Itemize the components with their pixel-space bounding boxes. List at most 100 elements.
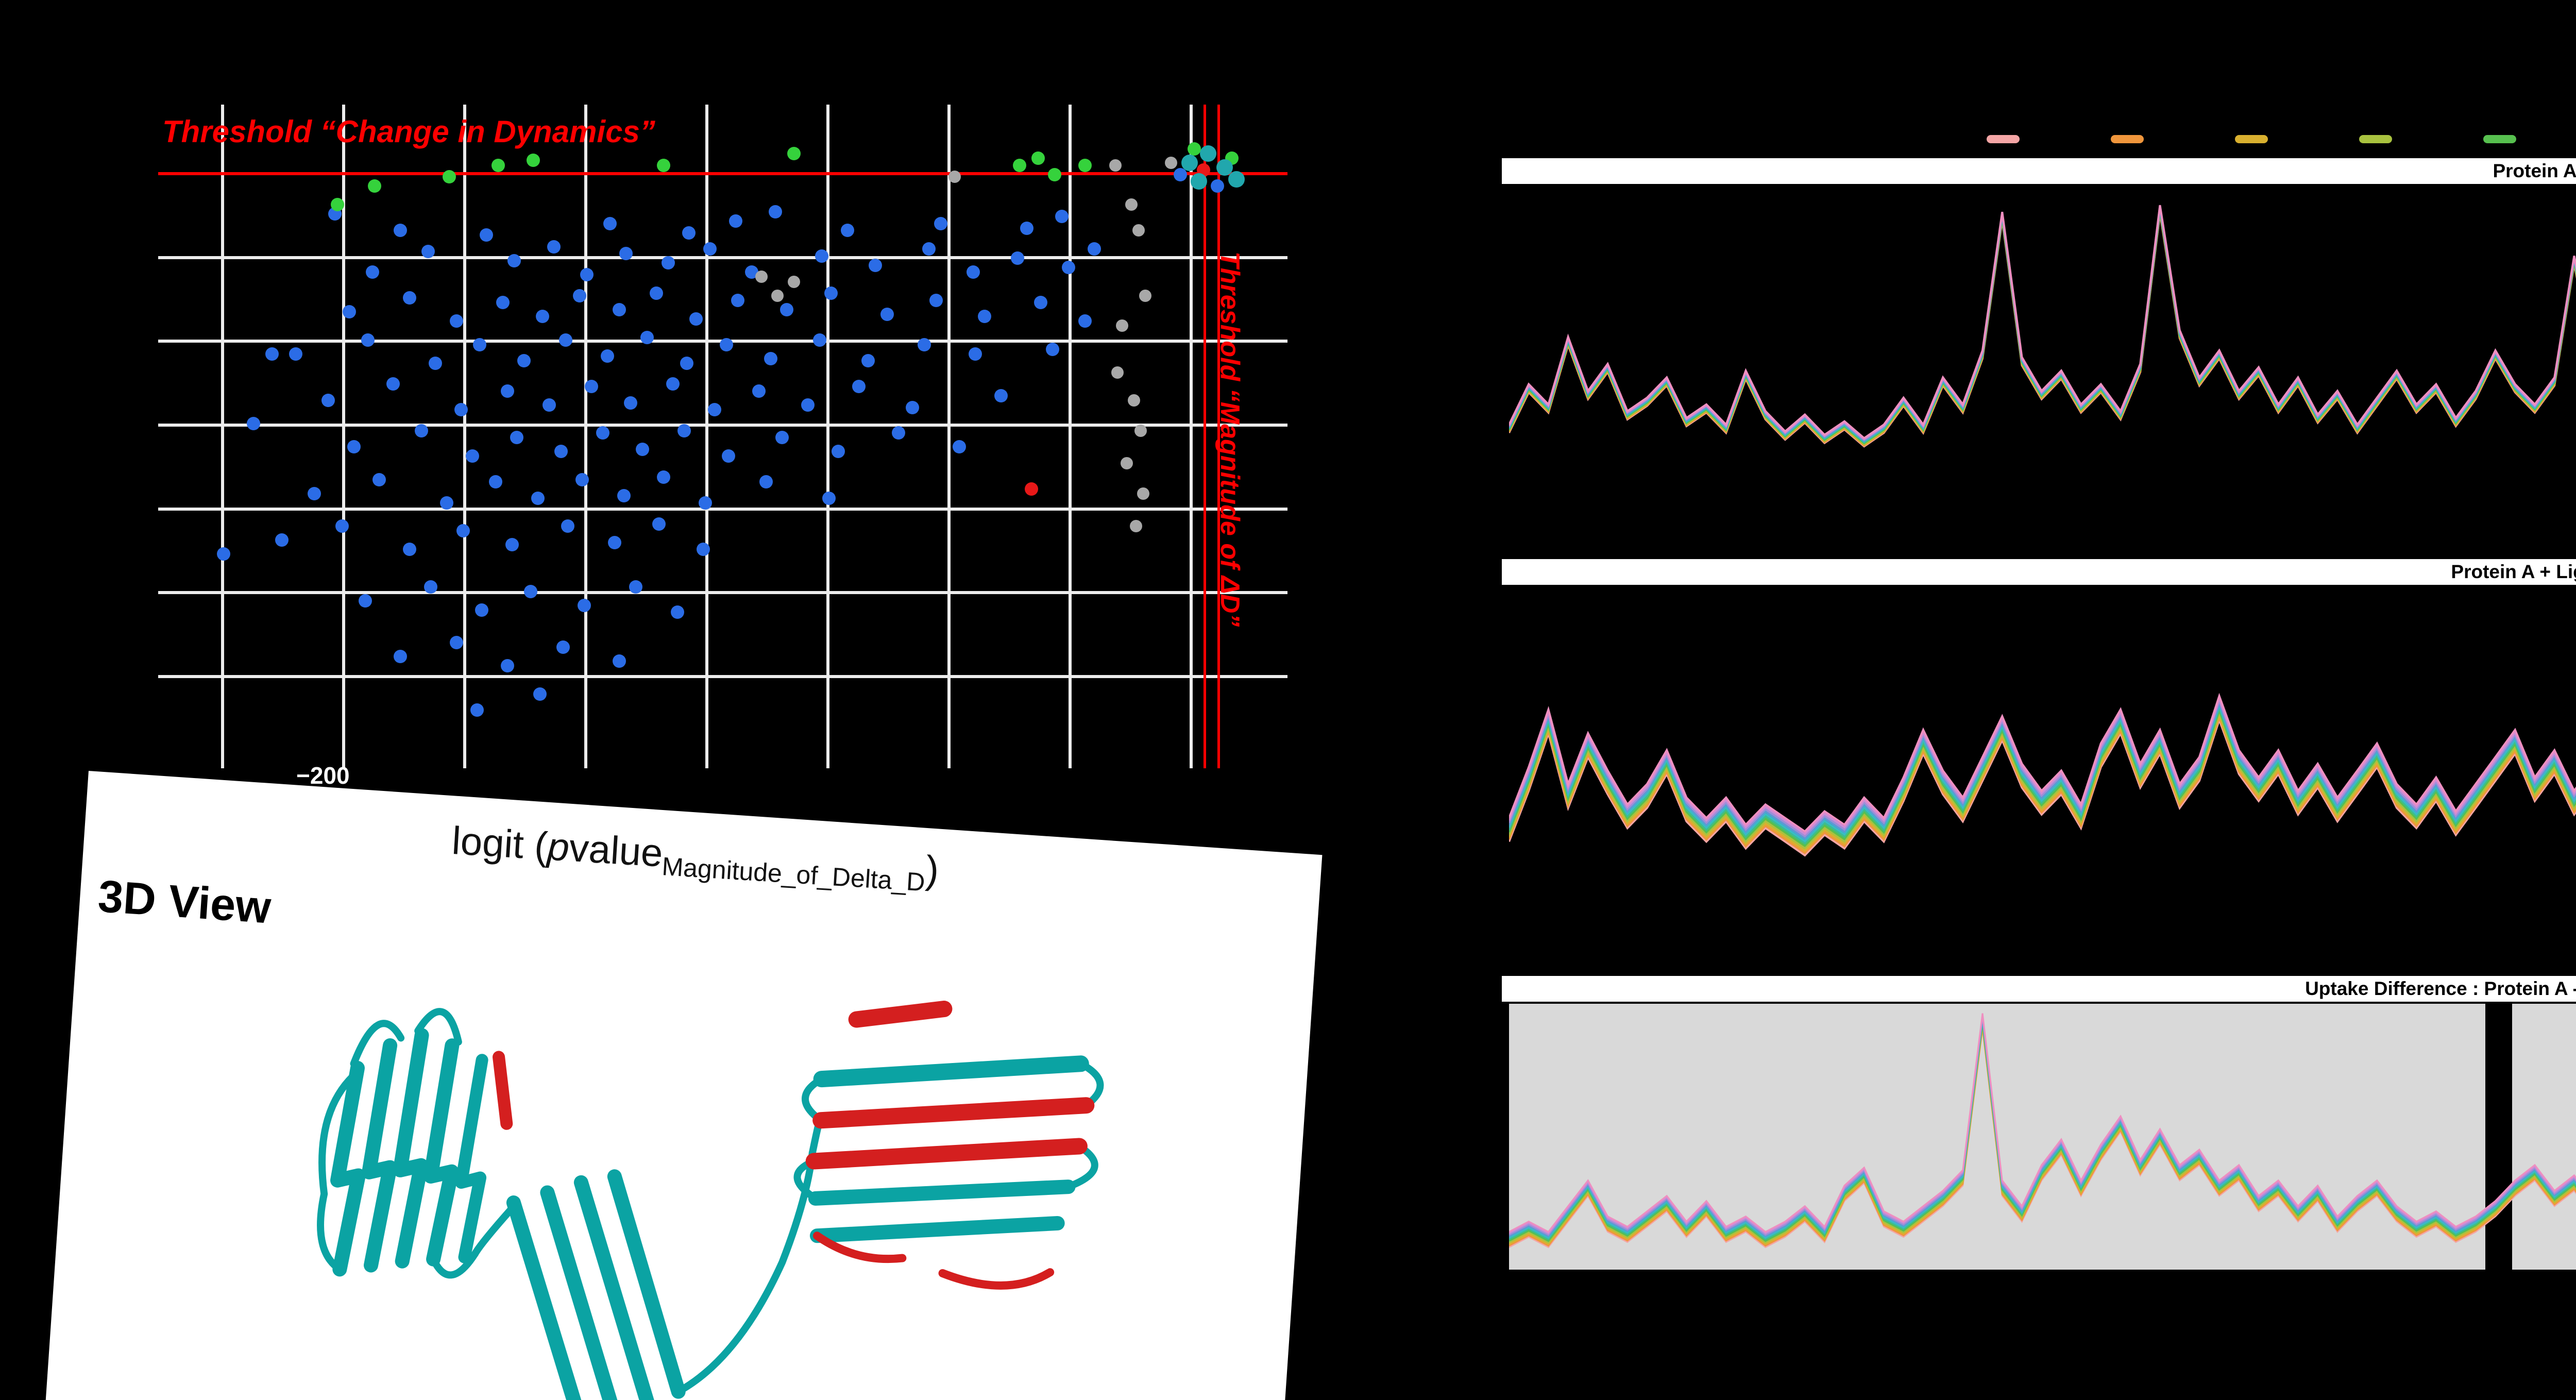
scatter-point-non-significant[interactable] bbox=[824, 286, 838, 300]
scatter-point-non-significant[interactable] bbox=[421, 244, 435, 258]
scatter-point-significant-change[interactable] bbox=[526, 154, 540, 167]
scatter-point-non-significant[interactable] bbox=[636, 442, 650, 456]
scatter-point-significant-change[interactable] bbox=[656, 158, 670, 172]
scatter-point-non-significant[interactable] bbox=[361, 333, 375, 347]
scatter-point-below-magnitude[interactable] bbox=[1132, 224, 1145, 237]
scatter-point-non-significant[interactable] bbox=[578, 598, 591, 612]
scatter-point-non-significant[interactable] bbox=[952, 440, 966, 454]
scatter-point-non-significant[interactable] bbox=[472, 338, 486, 351]
scatter-point-non-significant[interactable] bbox=[423, 580, 437, 594]
scatter-point-non-significant[interactable] bbox=[708, 403, 722, 417]
scatter-point-non-significant[interactable] bbox=[394, 650, 408, 664]
legend-dash[interactable] bbox=[2235, 135, 2268, 143]
scatter-point-below-magnitude[interactable] bbox=[1139, 289, 1152, 302]
scatter-point-cluster-teal[interactable] bbox=[1200, 145, 1217, 162]
scatter-point-significant-change[interactable] bbox=[1031, 151, 1045, 165]
scatter-point-non-significant[interactable] bbox=[624, 396, 638, 410]
scatter-point-non-significant[interactable] bbox=[699, 496, 713, 510]
scatter-point-non-significant[interactable] bbox=[216, 547, 230, 561]
scatter-point-non-significant[interactable] bbox=[1062, 261, 1076, 275]
scatter-point-cluster-teal[interactable] bbox=[1228, 171, 1245, 188]
scatter-point-significant-change[interactable] bbox=[368, 179, 382, 193]
scatter-point-non-significant[interactable] bbox=[929, 293, 943, 307]
scatter-point-non-significant[interactable] bbox=[603, 216, 617, 230]
scatter-point-non-significant[interactable] bbox=[596, 426, 610, 440]
scatter-point-non-significant[interactable] bbox=[517, 354, 531, 368]
scatter-point-non-significant[interactable] bbox=[1020, 221, 1033, 235]
scatter-point-non-significant[interactable] bbox=[607, 535, 621, 549]
scatter-point-non-significant[interactable] bbox=[861, 354, 875, 368]
scatter-point-cluster-teal[interactable] bbox=[1191, 173, 1208, 190]
scatter-point-below-magnitude[interactable] bbox=[787, 275, 800, 288]
scatter-point-non-significant[interactable] bbox=[677, 424, 691, 437]
scatter-point-non-significant[interactable] bbox=[934, 216, 947, 230]
scatter-point-non-significant[interactable] bbox=[510, 431, 524, 445]
scatter-point-below-magnitude[interactable] bbox=[1125, 198, 1138, 211]
scatter-point-non-significant[interactable] bbox=[1010, 251, 1024, 265]
scatter-point-non-significant[interactable] bbox=[689, 312, 703, 326]
scatter-point-non-significant[interactable] bbox=[394, 224, 408, 238]
protein-structure-ribbon[interactable] bbox=[189, 914, 1148, 1400]
scatter-point-non-significant[interactable] bbox=[652, 517, 666, 531]
scatter-point-non-significant[interactable] bbox=[966, 265, 980, 279]
scatter-point-below-magnitude[interactable] bbox=[1130, 520, 1143, 533]
scatter-point-non-significant[interactable] bbox=[1055, 209, 1069, 223]
scatter-point-non-significant[interactable] bbox=[680, 356, 693, 370]
scatter-point-non-significant[interactable] bbox=[558, 333, 572, 347]
scatter-point-non-significant[interactable] bbox=[640, 330, 654, 344]
scatter-point-non-significant[interactable] bbox=[584, 379, 598, 393]
scatter-point-non-significant[interactable] bbox=[543, 398, 556, 412]
legend-dash[interactable] bbox=[1987, 135, 2020, 143]
scatter-point-non-significant[interactable] bbox=[335, 519, 349, 533]
scatter-point-non-significant[interactable] bbox=[922, 242, 936, 256]
scatter-point-non-significant[interactable] bbox=[547, 240, 561, 254]
legend-dash[interactable] bbox=[2111, 135, 2144, 143]
scatter-point-non-significant[interactable] bbox=[731, 293, 745, 307]
scatter-point-non-significant[interactable] bbox=[575, 473, 589, 486]
scatter-point-non-significant[interactable] bbox=[775, 431, 789, 445]
scatter-point-non-significant[interactable] bbox=[403, 543, 417, 556]
scatter-point-non-significant[interactable] bbox=[524, 584, 538, 598]
scatter-point-non-significant[interactable] bbox=[505, 538, 519, 552]
scatter-point-below-magnitude[interactable] bbox=[1111, 366, 1124, 379]
view-3d-panel[interactable]: 3D View bbox=[39, 771, 1323, 1400]
scatter-point-non-significant[interactable] bbox=[1045, 342, 1059, 356]
scatter-point-non-significant[interactable] bbox=[535, 310, 549, 324]
volcano-plot[interactable]: Threshold “Change in Dynamics” Threshold… bbox=[158, 105, 1287, 768]
scatter-point-non-significant[interactable] bbox=[612, 654, 626, 668]
uptake-difference-chart[interactable] bbox=[1509, 1004, 2576, 1270]
scatter-point-non-significant[interactable] bbox=[880, 307, 894, 321]
scatter-point-non-significant[interactable] bbox=[556, 640, 570, 654]
scatter-point-non-significant[interactable] bbox=[728, 214, 742, 228]
scatter-point-non-significant[interactable] bbox=[386, 377, 400, 391]
scatter-point-non-significant[interactable] bbox=[1211, 179, 1225, 193]
scatter-point-below-magnitude[interactable] bbox=[1127, 394, 1140, 407]
scatter-point-non-significant[interactable] bbox=[449, 636, 463, 650]
scatter-point-non-significant[interactable] bbox=[764, 351, 777, 365]
scatter-point-non-significant[interactable] bbox=[670, 605, 684, 619]
scatter-point-non-significant[interactable] bbox=[656, 470, 670, 484]
scatter-point-non-significant[interactable] bbox=[852, 379, 866, 393]
scatter-point-significant-red[interactable] bbox=[1024, 482, 1038, 496]
scatter-point-non-significant[interactable] bbox=[703, 242, 717, 256]
scatter-point-non-significant[interactable] bbox=[1033, 296, 1047, 310]
scatter-point-non-significant[interactable] bbox=[612, 302, 626, 316]
scatter-point-non-significant[interactable] bbox=[275, 533, 289, 547]
scatter-point-non-significant[interactable] bbox=[561, 519, 575, 533]
scatter-point-non-significant[interactable] bbox=[365, 265, 379, 279]
scatter-point-non-significant[interactable] bbox=[531, 491, 545, 505]
scatter-point-non-significant[interactable] bbox=[840, 224, 854, 238]
threshold-line-change-in-dynamics[interactable] bbox=[158, 172, 1287, 176]
scatter-point-non-significant[interactable] bbox=[978, 310, 992, 324]
scatter-point-non-significant[interactable] bbox=[489, 475, 503, 489]
scatter-point-significant-change[interactable] bbox=[1013, 158, 1027, 172]
scatter-point-non-significant[interactable] bbox=[801, 398, 815, 412]
scatter-point-non-significant[interactable] bbox=[372, 473, 386, 486]
legend-dash[interactable] bbox=[2483, 135, 2516, 143]
scatter-point-non-significant[interactable] bbox=[403, 291, 417, 305]
scatter-point-non-significant[interactable] bbox=[573, 289, 587, 302]
scatter-point-non-significant[interactable] bbox=[480, 228, 494, 242]
threshold-line-magnitude[interactable] bbox=[1217, 105, 1221, 768]
scatter-point-non-significant[interactable] bbox=[619, 247, 633, 261]
scatter-point-non-significant[interactable] bbox=[347, 440, 361, 454]
